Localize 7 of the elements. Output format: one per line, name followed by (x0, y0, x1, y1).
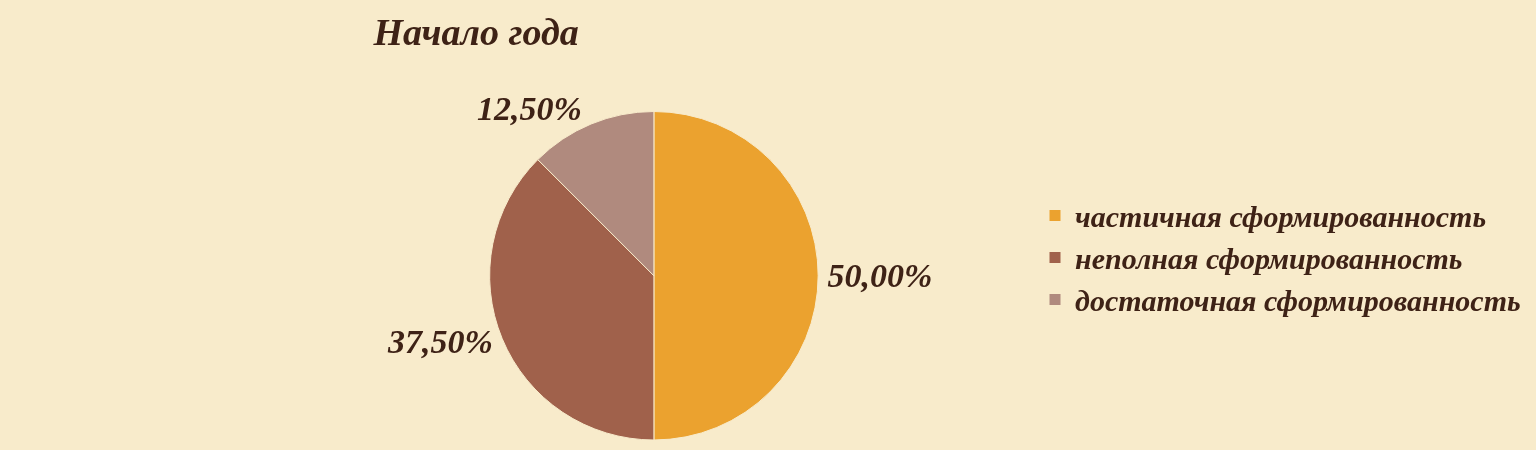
data-label: 37,50% (387, 322, 493, 360)
legend-label: частичная сформированность (1075, 200, 1487, 234)
data-label: 50,00% (827, 257, 933, 295)
data-label: 12,50% (476, 89, 582, 127)
legend-label: достаточная сформированность (1075, 284, 1521, 318)
chart-title: Начало года (372, 10, 579, 53)
legend-label: неполная сформированность (1075, 242, 1463, 276)
